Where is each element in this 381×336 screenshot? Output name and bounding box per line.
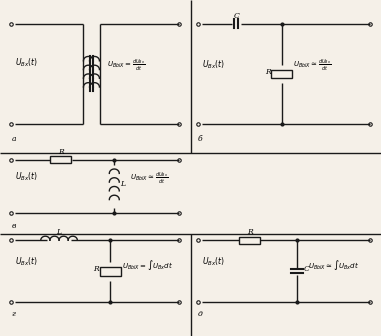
Text: L: L — [56, 227, 62, 236]
Text: д: д — [198, 310, 203, 318]
Text: $U_{BblX}\simeq\frac{dU_{Bx}}{dt}$: $U_{BblX}\simeq\frac{dU_{Bx}}{dt}$ — [130, 170, 168, 186]
Bar — [100, 267, 121, 276]
Text: a: a — [11, 135, 16, 143]
Text: б: б — [198, 135, 203, 143]
Text: $U_{Bx}(t)$: $U_{Bx}(t)$ — [202, 58, 225, 71]
Text: $U_{BblX}=\frac{dU_{Bx}}{dt}$: $U_{BblX}=\frac{dU_{Bx}}{dt}$ — [107, 57, 145, 73]
Text: C: C — [233, 12, 239, 20]
Bar — [50, 156, 72, 163]
Text: R: R — [58, 148, 64, 156]
Text: L: L — [120, 180, 125, 188]
Text: г: г — [11, 310, 15, 318]
Text: R: R — [93, 265, 99, 273]
Bar — [239, 237, 260, 244]
Text: R: R — [247, 228, 253, 236]
Text: $U_{Bx}(t)$: $U_{Bx}(t)$ — [202, 256, 225, 268]
Text: $U_{BblX}=\int U_{Bx}dt$: $U_{BblX}=\int U_{Bx}dt$ — [122, 258, 173, 272]
Text: C: C — [304, 265, 310, 273]
Text: $U_{Bx}(t)$: $U_{Bx}(t)$ — [15, 256, 38, 268]
Text: в: в — [11, 222, 16, 230]
Text: $U_{Bx}(t)$: $U_{Bx}(t)$ — [15, 56, 38, 69]
Bar — [272, 70, 293, 78]
Text: R: R — [265, 68, 271, 76]
Text: $U_{BblX}\simeq\int U_{Bx}dt$: $U_{BblX}\simeq\int U_{Bx}dt$ — [308, 258, 359, 272]
Text: $U_{Bx}(t)$: $U_{Bx}(t)$ — [15, 171, 38, 183]
Text: $U_{BblX}\simeq\frac{dU_{Bx}}{dt}$: $U_{BblX}\simeq\frac{dU_{Bx}}{dt}$ — [293, 57, 332, 73]
